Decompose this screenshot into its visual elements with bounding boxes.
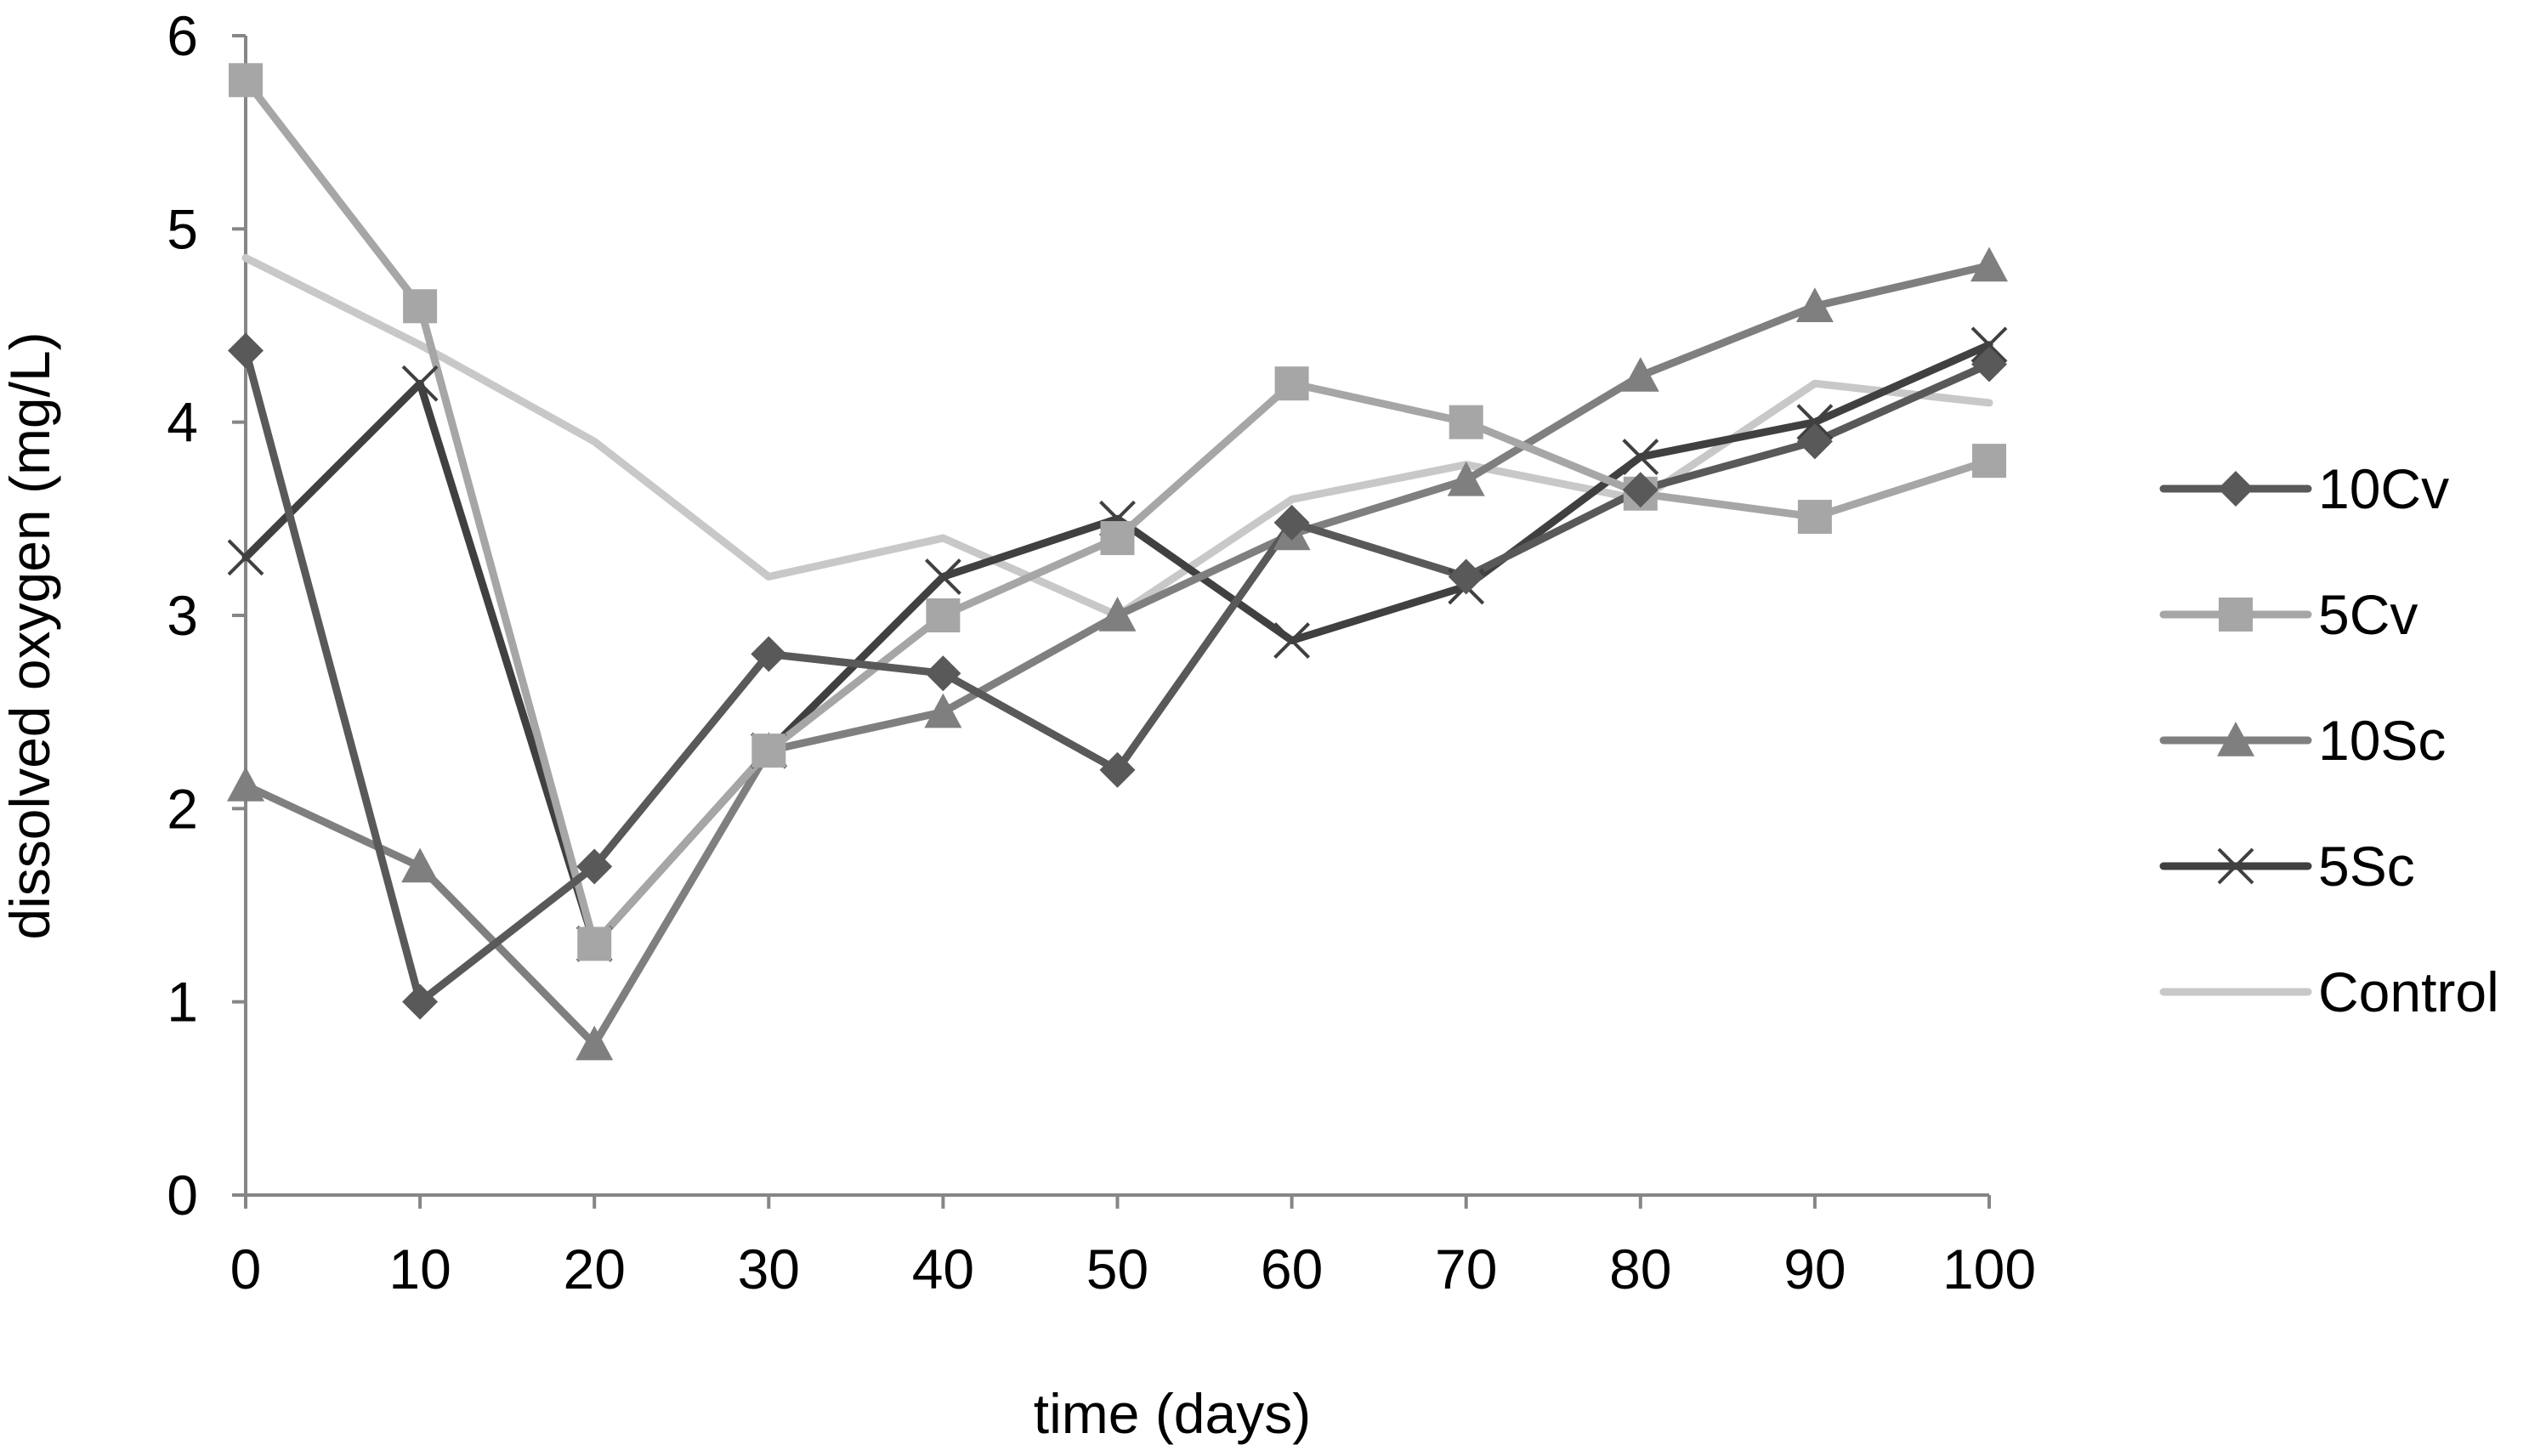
data-point-10cv xyxy=(751,636,787,672)
x-tick-label: 10 xyxy=(388,1238,451,1300)
data-point-5sc-stroke xyxy=(227,539,264,576)
data-point-5sc xyxy=(401,365,439,402)
x-tick-label: 70 xyxy=(1435,1238,1497,1300)
x-tick-label: 90 xyxy=(1783,1238,1846,1300)
data-point-5cv xyxy=(1972,444,2006,479)
legend-item-control: Control xyxy=(2159,960,2499,1023)
data-point-10cv xyxy=(925,655,961,692)
data-point-5sc-stroke xyxy=(1622,439,1659,476)
data-point-10sc xyxy=(1621,357,1659,392)
legend-item-5cv: 5Cv xyxy=(2159,583,2418,646)
data-point-5sc xyxy=(1970,326,2008,364)
data-point-10cv xyxy=(1622,472,1659,508)
data-point-10sc xyxy=(227,767,264,802)
x-tick-label: 20 xyxy=(563,1238,625,1300)
y-axis-title-group: dissolved oxygen (mg/L) xyxy=(0,331,61,939)
legend-swatch-marker-stroke xyxy=(2217,847,2254,885)
data-point-5cv xyxy=(577,926,612,961)
data-point-5sc-stroke xyxy=(1273,622,1311,659)
data-point-5cv xyxy=(926,598,961,632)
legend: 10Cv 5Cv 10Sc 5Sc Control xyxy=(2159,457,2499,1023)
data-point-10cv xyxy=(402,983,439,1020)
data-point-10sc xyxy=(924,693,962,728)
legend-item-10sc: 10Sc xyxy=(2159,709,2446,772)
data-point-10cv xyxy=(1273,504,1310,541)
data-point-10sc xyxy=(1970,246,2008,282)
legend-label: Control xyxy=(2318,960,2499,1023)
legend-label: 5Sc xyxy=(2318,835,2415,898)
data-point-10cv xyxy=(1448,558,1484,595)
data-point-5cv xyxy=(751,734,786,768)
data-point-5sc xyxy=(1796,404,1834,441)
legend-label: 10Sc xyxy=(2318,709,2446,772)
legend-swatch-marker xyxy=(2217,722,2254,756)
legend-label: 10Cv xyxy=(2318,457,2449,520)
data-point-5sc-stroke xyxy=(1796,404,1834,441)
y-tick-label: 5 xyxy=(167,197,198,260)
data-point-10sc xyxy=(1098,597,1137,632)
data-point-10sc xyxy=(576,1025,614,1061)
data-point-10sc xyxy=(1447,461,1485,496)
data-point-5cv xyxy=(1797,500,1832,535)
data-point-5cv xyxy=(1449,405,1483,439)
y-tick-label: 6 xyxy=(167,4,198,67)
data-point-5cv xyxy=(229,63,263,98)
data-point-5cv xyxy=(1100,521,1135,556)
legend-swatch-marker xyxy=(2218,471,2254,507)
data-point-10sc xyxy=(1795,287,1834,322)
x-tick-label: 30 xyxy=(738,1238,800,1300)
data-point-5cv xyxy=(1274,366,1309,401)
data-point-10cv xyxy=(1971,346,2007,382)
x-axis-title: time (days) xyxy=(1034,1382,1311,1445)
x-tick-label: 40 xyxy=(912,1238,974,1300)
data-point-5sc-stroke xyxy=(924,558,961,595)
y-tick-label: 0 xyxy=(167,1164,198,1227)
y-tick-label: 1 xyxy=(167,971,198,1034)
y-tick-label: 4 xyxy=(167,391,198,454)
x-tick-label: 100 xyxy=(1942,1238,2036,1300)
legend-swatch-marker xyxy=(2217,847,2254,885)
data-point-5sc xyxy=(924,558,961,595)
series-markers xyxy=(227,63,2008,1061)
y-axis-title: dissolved oxygen (mg/L) xyxy=(0,331,61,939)
x-ticks: 0 10 20 30 40 50 60 70 80 90 100 xyxy=(230,1195,2036,1300)
y-tick-label: 3 xyxy=(167,584,198,647)
data-point-10cv xyxy=(1796,423,1833,460)
y-tick-label: 2 xyxy=(167,777,198,840)
data-point-5cv xyxy=(403,289,438,324)
data-point-10cv xyxy=(228,332,264,369)
x-tick-label: 0 xyxy=(230,1238,262,1300)
data-point-5sc-stroke xyxy=(1970,326,2008,364)
x-tick-label: 50 xyxy=(1086,1238,1148,1300)
legend-item-5sc: 5Sc xyxy=(2159,835,2415,898)
data-point-5sc xyxy=(1273,622,1311,659)
y-ticks: 0 1 2 3 4 5 6 xyxy=(167,4,246,1227)
data-point-5sc-stroke xyxy=(401,365,439,402)
data-point-10cv xyxy=(1099,751,1136,788)
legend-item-10cv: 10Cv xyxy=(2159,457,2449,520)
data-point-10sc xyxy=(401,847,439,883)
data-point-5sc xyxy=(1622,439,1659,476)
data-point-5sc xyxy=(227,539,264,576)
legend-swatch-marker xyxy=(2219,598,2253,632)
x-tick-label: 60 xyxy=(1261,1238,1323,1300)
legend-label: 5Cv xyxy=(2318,583,2418,646)
data-point-10cv xyxy=(576,848,613,885)
x-tick-label: 80 xyxy=(1609,1238,1671,1300)
